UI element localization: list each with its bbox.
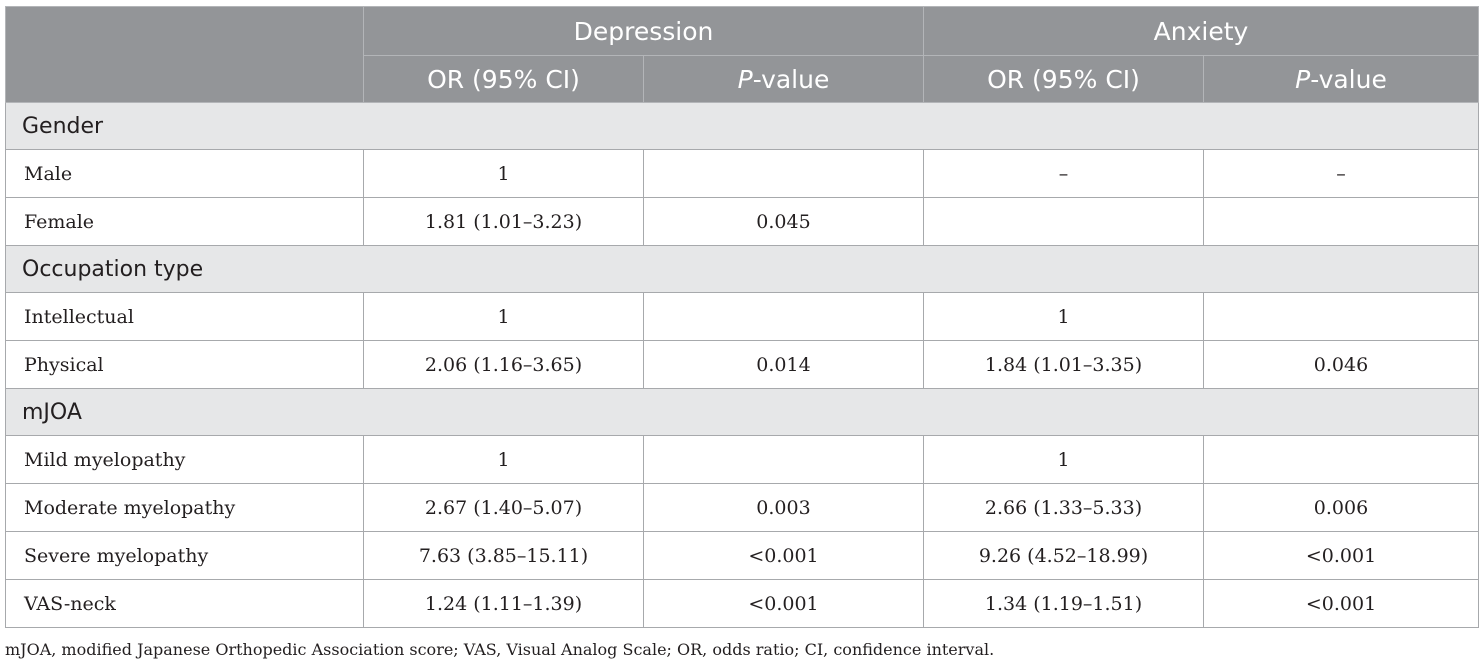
anxiety-p-value: <0.001 [1202,579,1480,628]
anxiety-or-ci: – [923,149,1204,198]
anxiety-p-value: 0.006 [1202,483,1480,532]
anxiety-p-value [1202,292,1480,341]
table-row: Physical 2.06 (1.16–3.65) 0.014 1.84 (1.01–… [5,340,1480,389]
table-row: Moderate myelopathy 2.67 (1.40–5.07) 0.003… [5,483,1480,532]
depression-or-ci: 7.63 (3.85–15.11) [363,531,644,580]
header-depression: Depression [363,6,924,56]
anxiety-p-value: – [1202,149,1480,198]
section-header-row: Gender [4,102,1480,150]
header-anxiety: Anxiety [922,6,1480,56]
row-label: VAS-neck [5,579,364,628]
depression-or-ci: 1 [363,149,644,198]
depression-p-value [643,435,924,484]
row-label: Mild myelopathy [5,435,364,484]
depression-p-value [643,292,924,341]
depression-or-ci: 1 [363,435,644,484]
header-row-metrics: OR (95% CI) P-value OR (95% CI) P-value [6,55,1480,103]
row-label: Intellectual [5,292,364,341]
anxiety-or-ci: 2.66 (1.33–5.33) [923,483,1204,532]
section-title: mJOA [4,388,1480,436]
table-row: Mild myelopathy 1 1 [5,435,1480,484]
row-label: Male [5,149,364,198]
depression-or-ci: 1.24 (1.11–1.39) [363,579,644,628]
table-row: Male 1 – – [5,149,1480,198]
p-italic: P [1295,64,1311,94]
anxiety-or-ci: 1.84 (1.01–3.35) [923,340,1204,389]
row-label: Female [5,197,364,246]
table-row: Female 1.81 (1.01–3.23) 0.045 [5,197,1480,246]
p-italic: P [737,64,753,94]
p-rest: -value [1310,64,1387,94]
header-blank-cell [5,6,364,103]
depression-p-value: 0.045 [643,197,924,246]
section-header-row: mJOA [4,388,1480,436]
depression-p-value: 0.003 [643,483,924,532]
depression-or-ci: 2.06 (1.16–3.65) [363,340,644,389]
anxiety-or-ci: 9.26 (4.52–18.99) [923,531,1204,580]
table-row: Severe myelopathy 7.63 (3.85–15.11) <0.001… [5,531,1480,580]
anxiety-p-value [1202,435,1480,484]
anxiety-p-value: 0.046 [1202,340,1480,389]
depression-p-value [643,149,924,198]
section-title: Occupation type [4,245,1480,293]
row-label: Physical [5,340,364,389]
odds-ratio-table: Depression Anxiety OR (95% CI) P-value O… [4,6,1480,628]
row-label: Moderate myelopathy [5,483,364,532]
depression-or-ci: 1.81 (1.01–3.23) [363,197,644,246]
depression-p-value: <0.001 [643,579,924,628]
results-table-container: Depression Anxiety OR (95% CI) P-value O… [4,6,1480,628]
header-anx-p-value: P-value [1202,55,1480,103]
depression-or-ci: 2.67 (1.40–5.07) [363,483,644,532]
header-dep-p-value: P-value [643,55,924,103]
section-header-row: Occupation type [4,245,1480,293]
p-rest: -value [752,64,830,94]
table-footnote: mJOA, modified Japanese Orthopedic Assoc… [5,640,995,659]
header-row-groups: Depression Anxiety [5,6,1480,103]
header-dep-or-ci: OR (95% CI) [363,55,644,103]
depression-p-value: 0.014 [643,340,924,389]
anxiety-or-ci: 1 [923,292,1204,341]
section-title: Gender [4,102,1480,150]
table-body: Gender Male 1– – Female 1.81 (1.01–3.23) 0.045… [4,102,1480,628]
table-row: VAS-neck 1.24 (1.11–1.39) <0.001 1.34 (1.19… [5,579,1480,628]
depression-or-ci: 1 [363,292,644,341]
table-row: Intellectual 1 1 [5,292,1480,341]
header-anx-or-ci: OR (95% CI) [923,55,1204,103]
anxiety-p-value: <0.001 [1202,531,1480,580]
anxiety-p-value [1202,197,1480,246]
depression-p-value: <0.001 [643,531,924,580]
anxiety-or-ci: 1 [923,435,1204,484]
row-label: Severe myelopathy [5,531,364,580]
anxiety-or-ci: 1.34 (1.19–1.51) [923,579,1204,628]
anxiety-or-ci [923,197,1204,246]
